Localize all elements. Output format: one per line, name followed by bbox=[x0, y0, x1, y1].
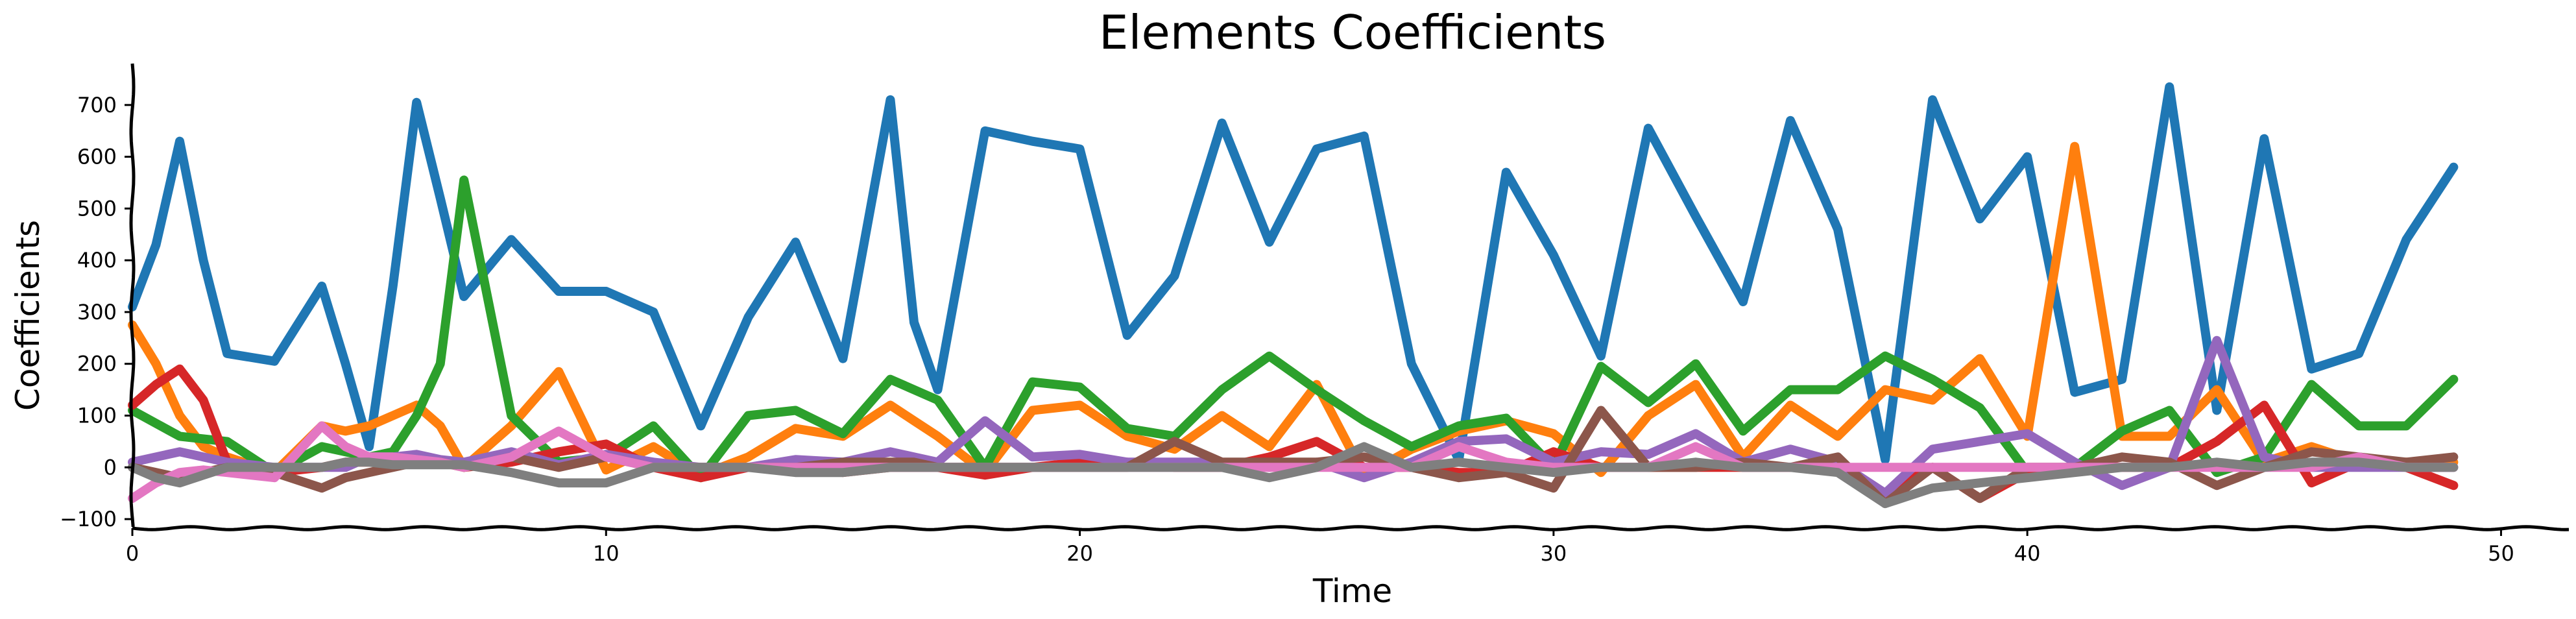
series-line-3 bbox=[128, 175, 2459, 483]
series-line-2 bbox=[128, 141, 2459, 480]
chart-title: Elements Coefficients bbox=[1099, 5, 1606, 60]
x-tick-label: 10 bbox=[593, 541, 620, 566]
series-layer bbox=[128, 82, 2459, 509]
x-ticks: 0 10 20 30 40 50 bbox=[126, 528, 2514, 566]
y-tick-label: 600 bbox=[77, 145, 117, 169]
y-tick-label: 400 bbox=[77, 248, 117, 273]
series-line-8 bbox=[128, 442, 2459, 509]
x-tick-label: 30 bbox=[1541, 541, 1567, 566]
x-tick-label: 40 bbox=[2014, 541, 2041, 566]
y-tick-label: −100 bbox=[60, 507, 117, 531]
series-line-1 bbox=[128, 82, 2459, 465]
y-tick-label: 200 bbox=[77, 352, 117, 376]
y-axis-line bbox=[129, 63, 136, 528]
x-axis-line bbox=[132, 525, 2570, 531]
x-tick-label: 50 bbox=[2488, 541, 2514, 566]
y-tick-label: 300 bbox=[77, 300, 117, 324]
axes-layer: −100 0 100 200 300 400 500 600 700 0 10 20 30 40 50 bbox=[60, 63, 2570, 566]
x-axis-title: Time bbox=[1312, 572, 1392, 610]
x-tick-label: 0 bbox=[126, 541, 139, 566]
y-tick-label: 500 bbox=[77, 196, 117, 221]
y-tick-label: 100 bbox=[77, 403, 117, 428]
y-ticks: −100 0 100 200 300 400 500 600 700 bbox=[60, 93, 132, 531]
x-tick-label: 20 bbox=[1066, 541, 1093, 566]
y-axis-title: Coefficients bbox=[9, 220, 47, 411]
y-tick-label: 700 bbox=[77, 93, 117, 117]
y-tick-label: 0 bbox=[104, 455, 117, 479]
